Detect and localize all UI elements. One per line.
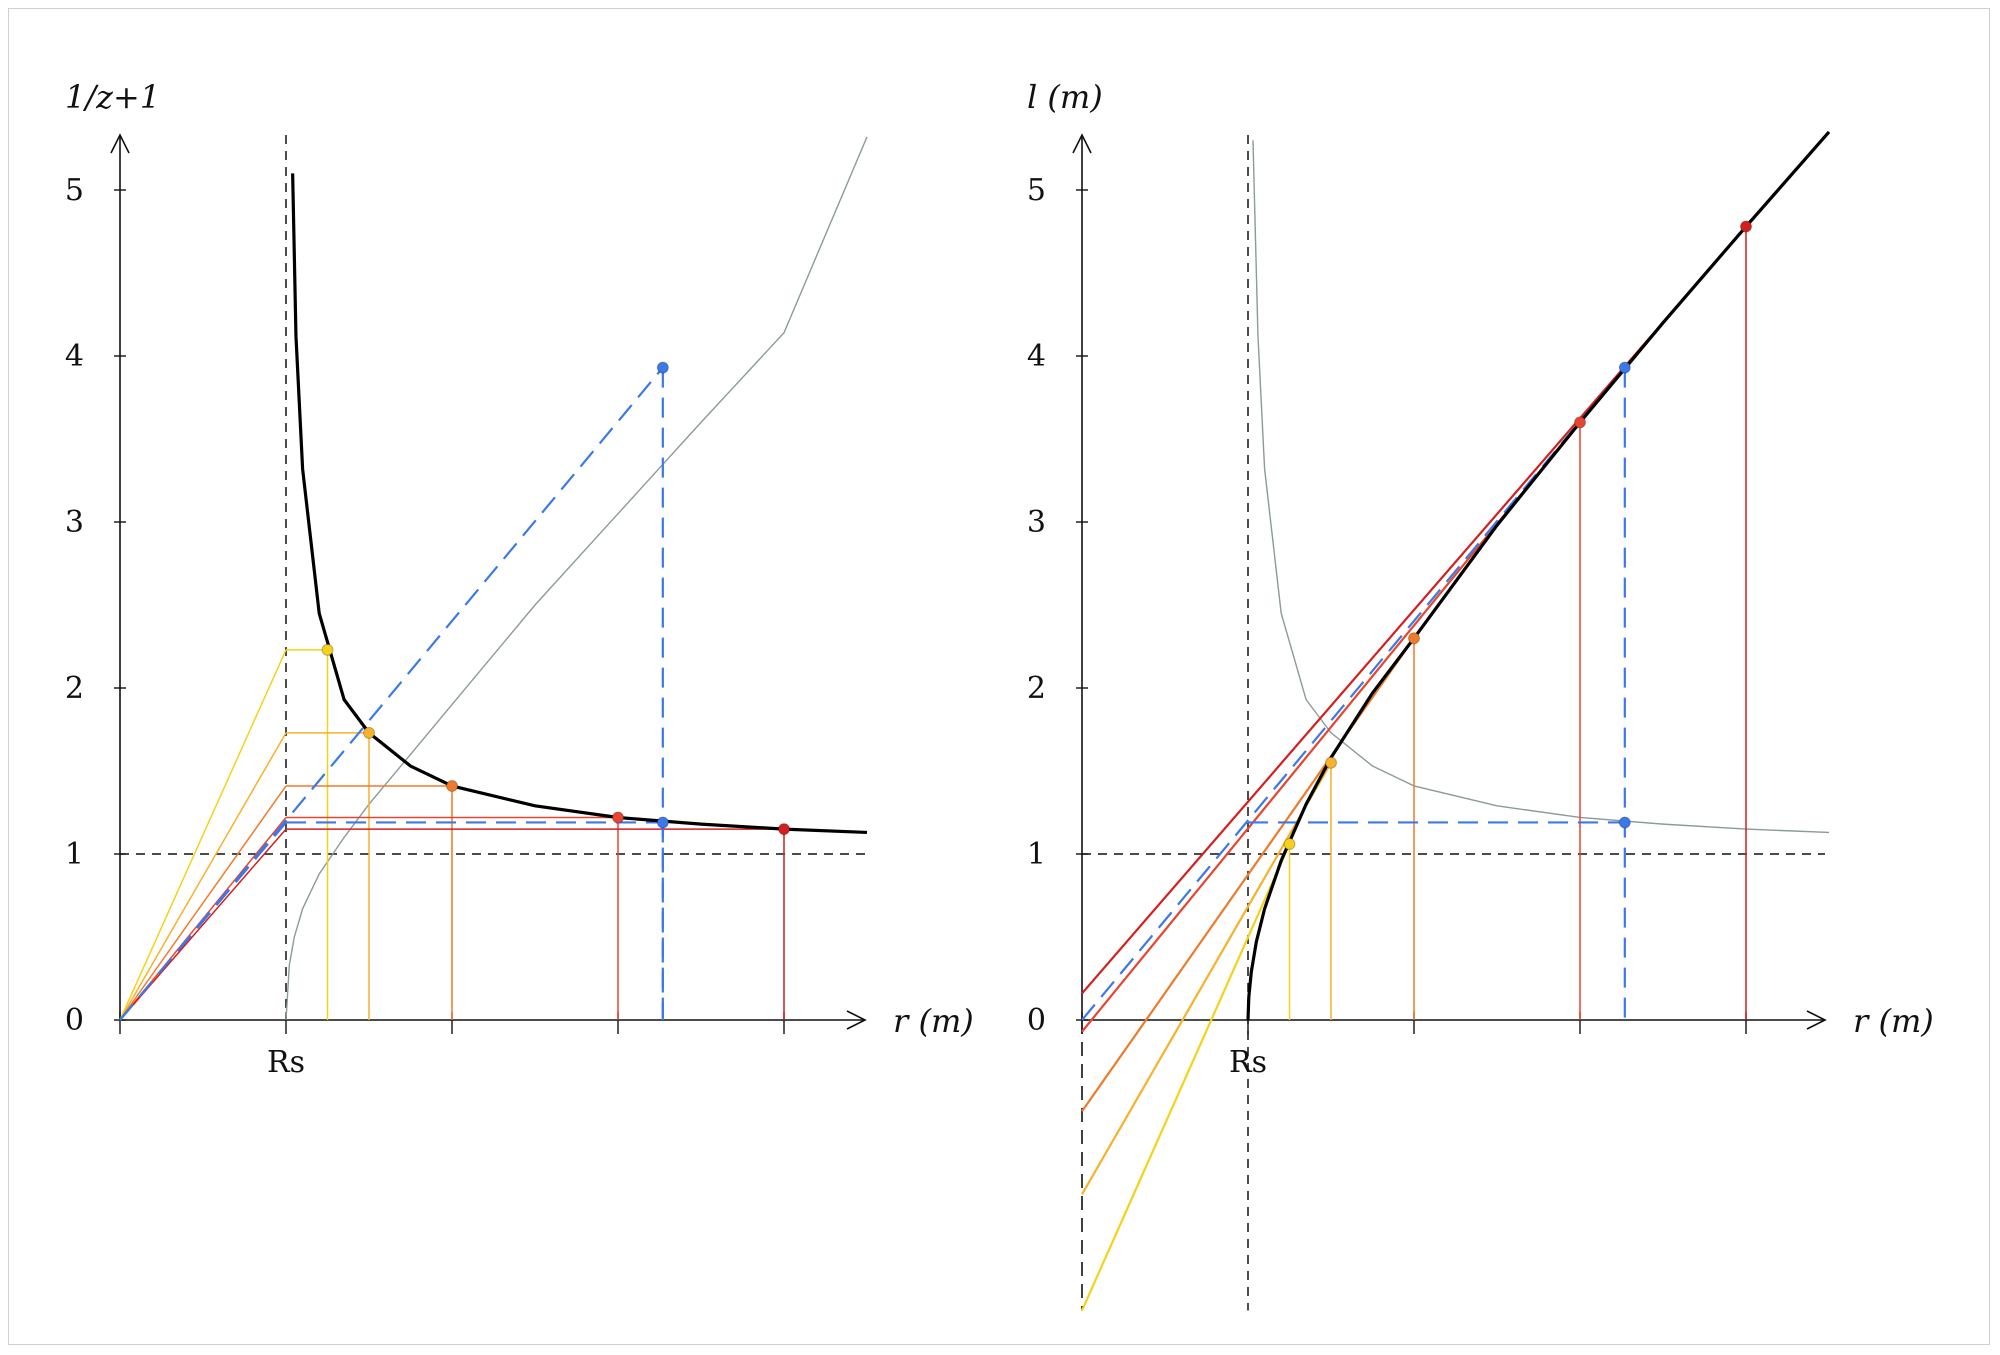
tangent-line-light_orange [1081, 762, 1332, 1195]
redshift-curve [291, 173, 868, 835]
tangent-line-yellow [1080, 843, 1291, 1311]
marker-blue [656, 816, 669, 829]
marker-blue [1618, 361, 1631, 374]
marker-orange [446, 779, 458, 792]
y-tick-label: 1 [1027, 837, 1046, 872]
marker-yellow [321, 643, 334, 656]
y-tick-label: 4 [65, 339, 84, 374]
marker-light_orange [1325, 756, 1337, 769]
tangent-line-blue [1081, 366, 1626, 1021]
marker-light_orange [363, 726, 375, 739]
ramp-line-light_orange [119, 732, 287, 1021]
ramp-line-yellow [119, 649, 287, 1021]
y-tick-label: 3 [65, 505, 84, 540]
x-axis-label: r (m) [1853, 1002, 1934, 1040]
y-tick-label: 2 [65, 671, 84, 706]
x-tick-label-rs: Rs [267, 1045, 305, 1080]
y-tick-label: 5 [65, 173, 84, 208]
proper-distance-curve [1246, 130, 1831, 1021]
left-panel: 0 1 2 3 4 5 Rs 1/z+1 r (m) [65, 78, 974, 1080]
y-axis-label: 1/z+1 [65, 78, 160, 116]
y-tick-label: 2 [1027, 671, 1046, 706]
reference-curve [1252, 140, 1830, 834]
y-tick-label: 4 [1027, 339, 1046, 374]
marker-blue [656, 361, 669, 374]
marker-red_orange [1574, 416, 1586, 429]
marker-blue-lower [1618, 816, 1631, 829]
blue-diagonal-line [119, 366, 664, 1021]
marker-red [1740, 220, 1752, 233]
tangent-line-orange [1081, 637, 1415, 1112]
x-axis-label: r (m) [893, 1002, 974, 1040]
y-tick-label: 0 [1027, 1003, 1046, 1038]
x-tick-label-rs: Rs [1229, 1045, 1267, 1080]
right-panel: 0 1 2 3 4 5 Rs l (m) r (m) [1027, 78, 1934, 1311]
y-axis-label: l (m) [1027, 78, 1103, 116]
y-tick-label: 1 [65, 837, 84, 872]
marker-red_orange [612, 811, 624, 824]
y-tick-label: 0 [65, 1003, 84, 1038]
marker-yellow [1283, 838, 1296, 851]
y-tick-label: 3 [1027, 505, 1046, 540]
ramp-line-orange [119, 785, 287, 1021]
figure-frame [8, 8, 1990, 1345]
marker-red [778, 823, 790, 836]
reference-curve [285, 136, 868, 1021]
y-tick-label: 5 [1027, 173, 1046, 208]
marker-orange [1408, 632, 1420, 645]
